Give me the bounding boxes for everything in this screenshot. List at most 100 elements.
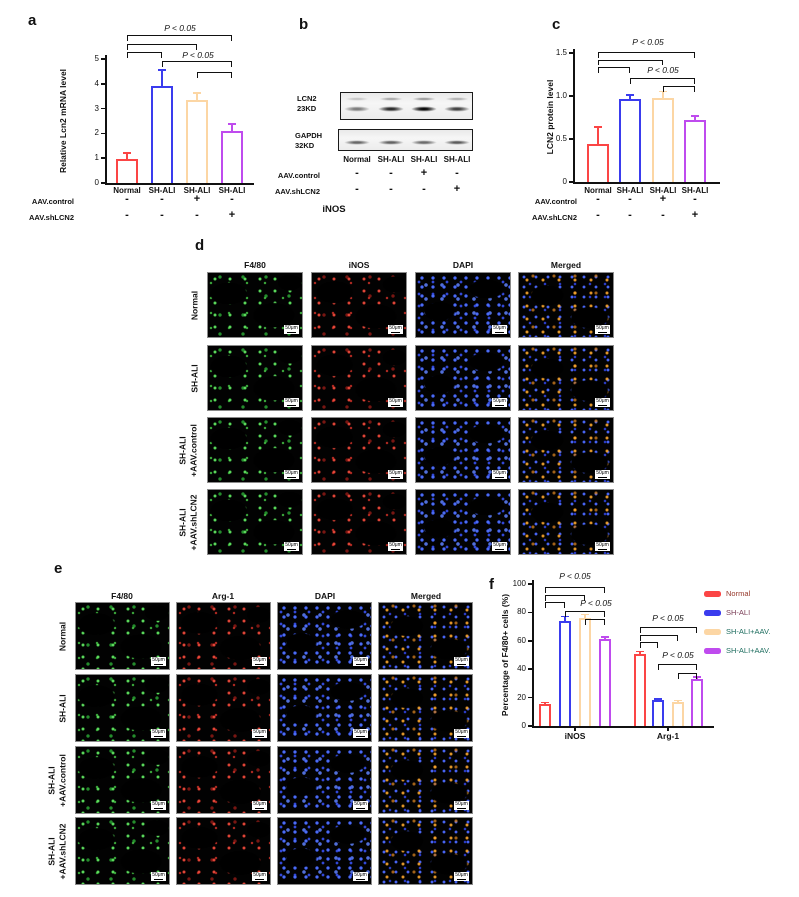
- panel_a-bar: [221, 130, 243, 183]
- panel_c-condition-label: AAV.shLCN2: [531, 213, 577, 222]
- panel_e-col-header: DAPI: [314, 591, 336, 601]
- scale-bar-label: 50μm: [354, 729, 367, 735]
- panel_a-y-axis: [105, 55, 107, 185]
- panel_c-y-axis: [573, 49, 575, 184]
- scale-bar-line: [495, 332, 504, 333]
- panel_c-condition-value: -: [628, 209, 632, 221]
- panel_c-sig-label: P < 0.05: [632, 37, 664, 47]
- blot-band: [443, 139, 471, 145]
- scale-bar: 50μm: [353, 729, 368, 738]
- scale-bar: 50μm: [454, 872, 469, 881]
- scale-bar: 50μm: [252, 657, 267, 666]
- panel_f-ytick-label: 80: [517, 607, 526, 617]
- scale-bar-line: [598, 549, 607, 550]
- panel_c-error-bar-cap: [659, 90, 667, 93]
- panel_c-bar: [684, 120, 706, 182]
- scale-bar: 50μm: [151, 729, 166, 738]
- panel_a-condition-value: +: [193, 193, 201, 205]
- panel_e-row-label: SH-ALI +AAV.control: [46, 753, 68, 807]
- panel_e-col-header: Arg-1: [211, 591, 235, 601]
- panel_a-x-label: SH-ALI: [183, 186, 211, 195]
- panel_f-bar: [559, 620, 571, 726]
- scale-bar-label: 50μm: [493, 325, 506, 331]
- panel_c-error-bar: [629, 95, 631, 102]
- panel_a-ytick-label: 3: [94, 103, 99, 113]
- scale-bar-line: [391, 549, 400, 550]
- scale-bar-line: [287, 549, 296, 550]
- panel_a-bar: [186, 99, 208, 183]
- panel_e-row-label: Normal: [57, 621, 68, 651]
- panel_d-row-label: SH-ALI: [189, 363, 200, 393]
- panel-a-letter: a: [28, 12, 37, 29]
- panel_a-condition-label: AAV.shLCN2: [28, 213, 74, 222]
- panel_e-micrograph-tile-3-2: 50μm: [277, 817, 372, 885]
- panel_a-error-bar-cap: [158, 69, 166, 71]
- panel_c-ytick-label: 1.5: [555, 48, 567, 57]
- panel_c-x-label: SH-ALI: [681, 186, 709, 195]
- panel_d-micrograph-tile-3-3: 50μm: [518, 489, 614, 555]
- scale-bar: 50μm: [492, 470, 507, 479]
- legend-swatch: [704, 629, 721, 635]
- panel_d-micrograph-tile-1-2: 50μm: [415, 345, 511, 411]
- blot-band: [443, 105, 471, 112]
- panel_c-error-bar-cap: [594, 126, 602, 128]
- panel_c-bar: [619, 98, 641, 182]
- scale-bar-label: 50μm: [253, 729, 266, 735]
- scale-bar: 50μm: [284, 398, 299, 407]
- panel_a-ytick: [100, 132, 105, 135]
- panel_a-condition-label: AAV.control: [31, 197, 74, 206]
- scale-bar: 50μm: [151, 657, 166, 666]
- panel_f-sig-bracket: [585, 619, 605, 625]
- panel_c-sig-bracket: [598, 52, 695, 58]
- blot-condition-value: +: [453, 183, 461, 195]
- panel_d-micrograph-tile-2-3: 50μm: [518, 417, 614, 483]
- panel_f-bar: [634, 653, 646, 726]
- panel_d-micrograph-tile-1-3: 50μm: [518, 345, 614, 411]
- scale-bar-label: 50μm: [285, 398, 298, 404]
- panel_f-sig-bracket: [640, 635, 678, 641]
- panel_c-x-label: SH-ALI: [616, 186, 644, 195]
- panel_f-bar: [539, 703, 551, 726]
- panel_e-micrograph-tile-2-2: 50μm: [277, 746, 372, 814]
- panel_c-ytick-label: 0: [562, 177, 567, 186]
- panel_c-ytick-label: 0.5: [555, 134, 567, 143]
- panel-f-letter: f: [489, 576, 494, 593]
- scale-bar-label: 50μm: [455, 872, 468, 878]
- blot-lane-label: SH-ALI: [410, 155, 438, 164]
- scale-bar: 50μm: [454, 729, 469, 738]
- blot-footer-label: iNOS: [322, 204, 346, 215]
- panel_e-micrograph-tile-1-2: 50μm: [277, 674, 372, 742]
- panel_f-sig-bracket: [678, 673, 697, 679]
- panel_c-error-bar: [662, 91, 664, 101]
- panel_c-ytick: [568, 181, 573, 183]
- panel_f-ytick: [527, 583, 532, 585]
- blot-label: LCN2 23KD: [297, 94, 317, 113]
- panel_c-error-bar-cap: [626, 94, 634, 96]
- panel_f-error-bar-cap: [654, 698, 662, 700]
- panel_a-ytick-label: 0: [94, 178, 99, 187]
- panel_e-micrograph-tile-2-3: 50μm: [378, 746, 473, 814]
- scale-bar-line: [495, 549, 504, 550]
- scale-bar-label: 50μm: [389, 542, 402, 548]
- panel_f-bar: [579, 618, 591, 726]
- panel_c-error-bar: [694, 115, 696, 124]
- panel_f-group-tick: [667, 727, 669, 731]
- panel_e-micrograph-tile-0-3: 50μm: [378, 602, 473, 670]
- panel_a-sig-bracket: [197, 72, 232, 78]
- panel_f-y-axis-label: Percentage of F4/80+ cells (%): [500, 593, 510, 717]
- panel_c-bar: [652, 97, 674, 182]
- panel_f-group-tick: [574, 727, 576, 731]
- scale-bar: 50μm: [454, 801, 469, 810]
- scale-bar: 50μm: [454, 657, 469, 666]
- scale-bar-line: [391, 332, 400, 333]
- panel_f-sig-bracket: [640, 642, 658, 648]
- scale-bar: 50μm: [595, 542, 610, 551]
- scale-bar-label: 50μm: [152, 801, 165, 807]
- blot-condition-value: -: [355, 183, 359, 195]
- panel_f-ytick-label: 40: [517, 664, 526, 674]
- panel_d-micrograph-tile-0-0: 50μm: [207, 272, 303, 338]
- panel_d-micrograph-tile-0-3: 50μm: [518, 272, 614, 338]
- scale-bar-label: 50μm: [285, 325, 298, 331]
- panel-e-letter: e: [54, 560, 63, 577]
- panel_c-condition-value: +: [659, 193, 667, 205]
